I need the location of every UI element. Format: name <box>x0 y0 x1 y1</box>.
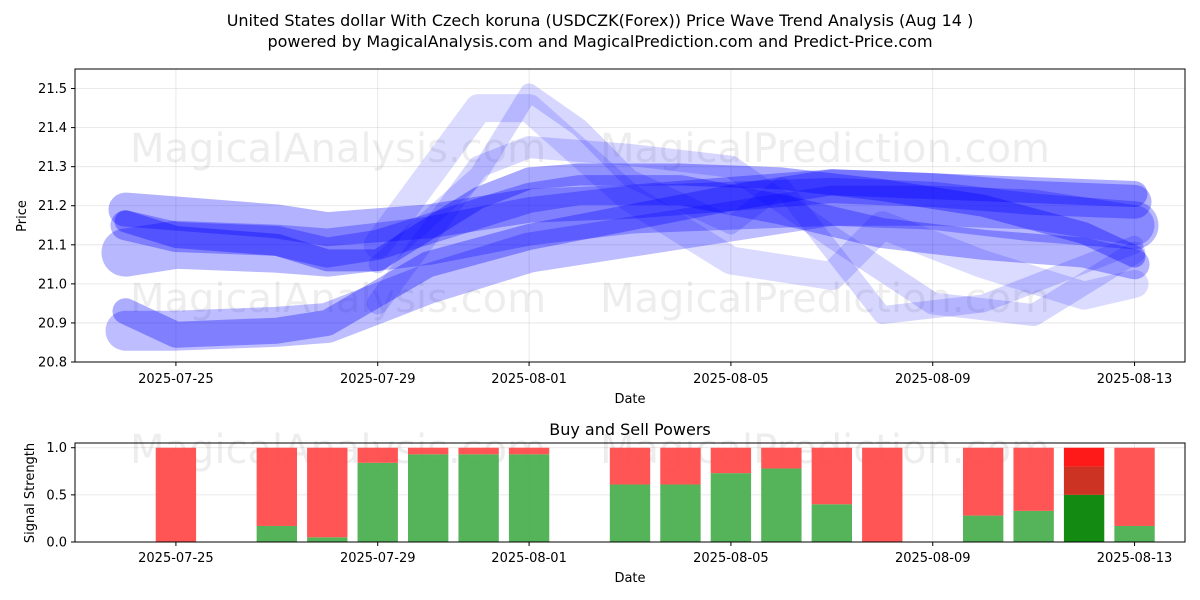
buy-bar <box>1063 494 1105 542</box>
price-y-ticks: 20.8 20.9 21.0 21.1 21.2 21.3 21.4 21.5 <box>38 82 75 371</box>
chart-subtitle: powered by MagicalAnalysis.com and Magic… <box>267 32 932 51</box>
sell-bar <box>811 447 852 505</box>
price-x-tick-label: 2025-08-05 <box>693 372 769 387</box>
price-x-axis-label: Date <box>614 392 645 407</box>
price-y-tick-label: 21.0 <box>38 277 67 292</box>
signal-x-tick-label: 2025-08-05 <box>693 551 769 566</box>
signal-x-tick-label: 2025-07-29 <box>340 551 416 566</box>
buy-bar <box>1013 510 1054 542</box>
signal-x-tick-label: 2025-08-09 <box>895 551 971 566</box>
price-wave-band <box>108 169 1152 247</box>
price-x-tick-label: 2025-08-09 <box>895 372 971 387</box>
price-wave-band <box>363 94 1149 310</box>
buy-bar <box>761 468 802 542</box>
signal-y-tick-label: 0.5 <box>46 488 67 503</box>
price-x-tick-label: 2025-08-01 <box>491 372 567 387</box>
signal-y-tick-label: 0.0 <box>46 536 67 551</box>
price-wave-band <box>368 83 1144 325</box>
signal-x-tick-label: 2025-08-01 <box>491 551 567 566</box>
price-y-tick-label: 21.5 <box>38 82 67 97</box>
watermark-analysis-mid: MagicalAnalysis.com <box>130 276 546 322</box>
signal-plot-frame <box>74 442 1186 543</box>
buy-bar <box>307 537 348 542</box>
sell-bar <box>1114 447 1155 526</box>
price-wave-band <box>105 185 1155 351</box>
price-wave-band <box>366 136 1146 327</box>
sell-bar <box>1063 466 1105 495</box>
price-y-tick-label: 21.2 <box>38 199 67 214</box>
price-band-group <box>101 83 1159 351</box>
sell-bar <box>307 447 348 538</box>
price-panel: MagicalAnalysis.com MagicalPrediction.co… <box>15 68 1186 407</box>
signal-y-axis-label: Signal Strength <box>23 443 38 543</box>
price-wave-bands <box>101 83 1159 351</box>
price-plot-area <box>75 69 1185 362</box>
sell-bar <box>1063 447 1105 467</box>
chart-title: United States dollar With Czech koruna (… <box>227 11 974 30</box>
price-y-axis-label: Price <box>15 200 30 232</box>
price-wave-band <box>114 163 1146 272</box>
buy-bar <box>1114 525 1155 542</box>
sell-bar <box>155 447 197 542</box>
sell-bar <box>862 447 903 542</box>
buy-bar <box>710 473 752 542</box>
buy-bar <box>660 484 701 542</box>
buy-bar <box>609 484 651 542</box>
signal-x-tick-label: 2025-07-25 <box>138 551 214 566</box>
sell-bar <box>609 447 651 485</box>
price-wave-band <box>101 177 1159 277</box>
signal-chart-title: Buy and Sell Powers <box>549 420 711 439</box>
sell-bar <box>458 447 499 455</box>
buy-bar <box>963 515 1004 542</box>
buy-bar <box>408 454 449 542</box>
signal-y-tick-label: 1.0 <box>46 441 67 456</box>
signal-x-axis-label: Date <box>614 571 645 586</box>
price-plot-frame <box>74 68 1186 363</box>
buy-bar <box>508 454 550 542</box>
sell-bar <box>508 447 550 455</box>
price-y-tick-label: 21.4 <box>38 121 67 136</box>
price-x-tick-label: 2025-08-13 <box>1097 372 1173 387</box>
signal-y-ticks: 0.0 0.5 1.0 <box>46 441 75 551</box>
watermark-prediction-mid: MagicalPrediction.com <box>600 276 1050 322</box>
sell-bar <box>710 447 752 474</box>
price-x-tick-label: 2025-07-25 <box>138 372 214 387</box>
price-y-tick-label: 20.8 <box>38 356 67 371</box>
price-wave-band <box>110 175 1150 280</box>
price-wave-band <box>112 169 1148 348</box>
sell-bar <box>408 447 449 455</box>
buy-bar <box>458 454 499 542</box>
buy-bar <box>811 504 852 542</box>
buy-bar <box>357 462 398 542</box>
price-grid <box>75 69 1185 363</box>
signal-x-tick-label: 2025-08-13 <box>1097 551 1173 566</box>
price-y-tick-label: 21.1 <box>38 238 67 253</box>
signal-bars <box>155 447 1155 542</box>
price-x-ticks: 2025-07-25 2025-07-29 2025-08-01 2025-08-05… <box>138 362 1172 387</box>
sell-bar <box>256 447 297 526</box>
price-x-tick-label: 2025-07-29 <box>340 372 416 387</box>
price-y-tick-label: 20.9 <box>38 316 67 331</box>
watermark-prediction-top: MagicalPrediction.com <box>600 126 1050 172</box>
sell-bar <box>660 447 701 485</box>
price-y-tick-label: 21.3 <box>38 160 67 175</box>
signal-x-ticks: 2025-07-25 2025-07-29 2025-08-01 2025-08-05… <box>138 542 1172 566</box>
watermark-analysis-top: MagicalAnalysis.com <box>130 126 546 172</box>
sell-bar <box>357 447 398 463</box>
buy-bar <box>256 525 297 542</box>
sell-bar <box>963 447 1004 516</box>
signal-panel: Buy and Sell Powers MagicalAnalysis.com … <box>23 420 1186 586</box>
sell-bar <box>1013 447 1054 511</box>
sell-bar <box>761 447 802 469</box>
